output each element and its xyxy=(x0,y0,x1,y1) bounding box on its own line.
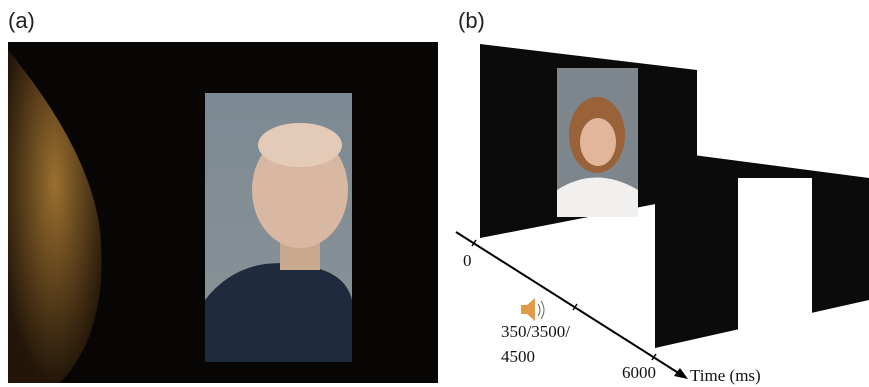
figure: (a) (b) 0 350/3500/ 4500 6000 xyxy=(0,0,869,387)
tick-label: 350/3500/ xyxy=(501,322,570,341)
panel-label: (b) xyxy=(458,8,485,33)
speaker-icon xyxy=(521,298,544,321)
tick-label: 0 xyxy=(463,251,472,270)
tick-label: 4500 xyxy=(501,347,535,366)
tick-label: 6000 xyxy=(622,363,656,382)
axis-label: Time (ms) xyxy=(690,366,761,385)
screens xyxy=(480,44,869,348)
panel-label: (a) xyxy=(8,8,35,33)
photo-a xyxy=(8,42,438,383)
